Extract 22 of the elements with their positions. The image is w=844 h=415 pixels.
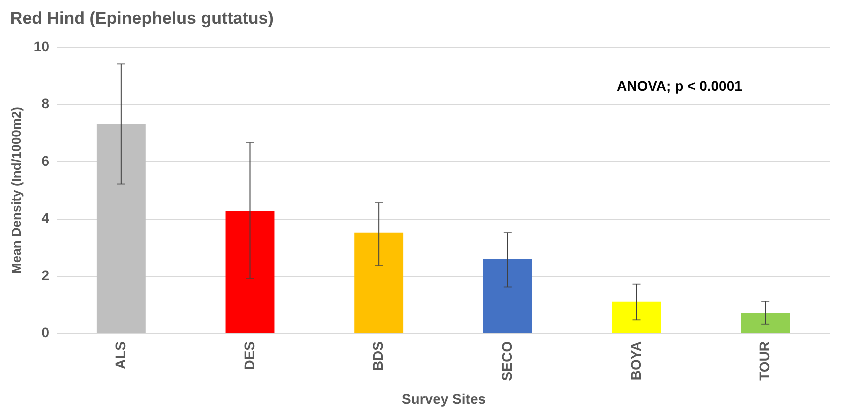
bar (612, 302, 662, 333)
x-tick-label: TOUR (756, 342, 773, 381)
y-axis-title: Mean Density (Ind/1000m2) (8, 107, 24, 274)
y-tick-label: 10 (34, 38, 50, 54)
bar (483, 260, 532, 333)
y-tick-label: 6 (42, 152, 50, 169)
y-tick-label: 4 (42, 210, 50, 226)
x-tick-label: BOYA (628, 342, 644, 381)
bar (96, 124, 146, 333)
annotation: ANOVA; p < 0.0001 (617, 78, 743, 94)
y-tick-label: 2 (42, 267, 50, 284)
bar (354, 232, 404, 333)
chart-title: Red Hind (Epinephelus guttatus) (10, 9, 274, 28)
y-tick-label: 8 (42, 96, 50, 112)
x-tick-label: BDS (370, 342, 386, 372)
bar (741, 312, 790, 333)
x-tick-label: ALS (112, 342, 128, 370)
y-tick-label: 0 (42, 324, 50, 340)
x-axis-title: Survey Sites (402, 391, 486, 408)
x-tick-label: DES (241, 342, 258, 370)
x-tick-label: SECO (498, 341, 515, 382)
bar (226, 211, 275, 333)
